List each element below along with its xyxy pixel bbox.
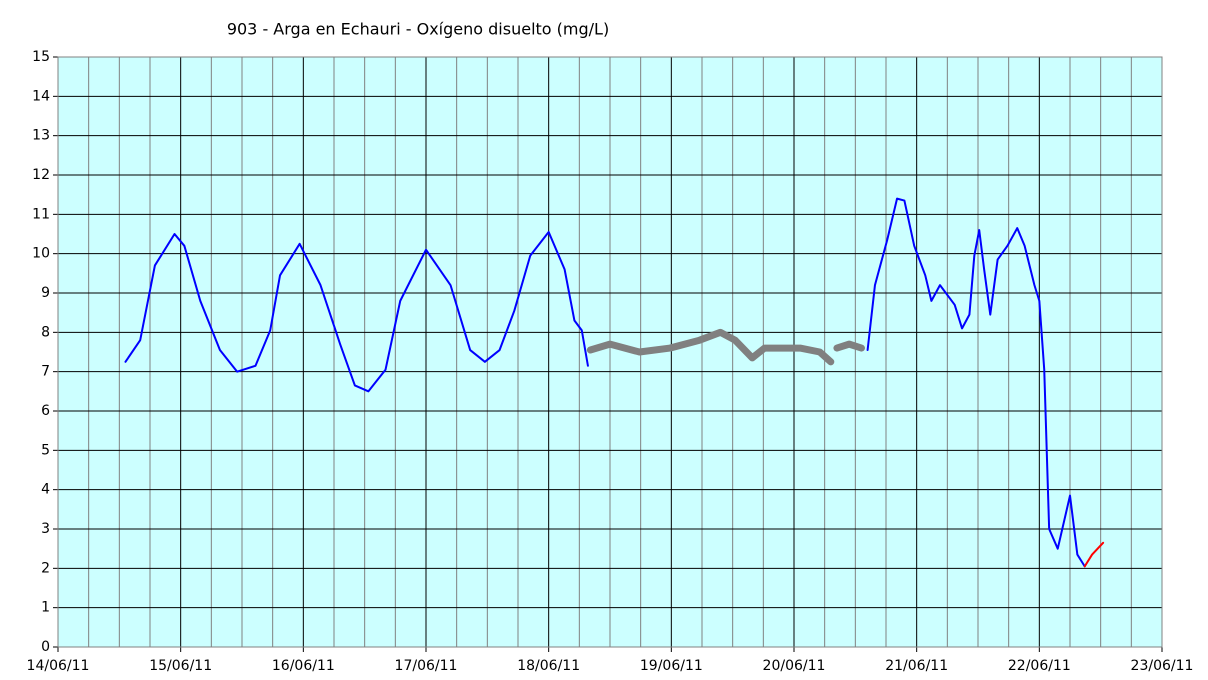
- x-tick-label: 15/06/11: [149, 658, 212, 674]
- x-tick-label: 14/06/11: [27, 658, 90, 674]
- data-line: [586, 328, 865, 366]
- plot-border: [57, 56, 1163, 648]
- y-tick-label: 15: [32, 49, 50, 65]
- x-tick-label: 19/06/11: [640, 658, 703, 674]
- x-tick-label: 20/06/11: [763, 658, 826, 674]
- x-tick-label: 21/06/11: [885, 658, 948, 674]
- y-tick-label: 10: [32, 246, 50, 262]
- y-tick-label: 6: [41, 403, 50, 419]
- x-tick-label: 17/06/11: [395, 658, 458, 674]
- y-tick-label: 12: [32, 167, 50, 183]
- chart-title: 903 - Arga en Echauri - Oxígeno disuelto…: [227, 20, 609, 39]
- x-tick-label: 16/06/11: [272, 658, 335, 674]
- y-tick-label: 4: [41, 482, 50, 498]
- y-tick-label: 2: [41, 560, 50, 576]
- x-tick-label: 18/06/11: [517, 658, 580, 674]
- x-tick-label: 23/06/11: [1131, 658, 1194, 674]
- y-tick-label: 14: [32, 88, 50, 104]
- x-tick-label: 22/06/11: [1008, 658, 1071, 674]
- y-tick-label: 7: [41, 364, 50, 380]
- data-line: [1083, 541, 1105, 568]
- data-line: [124, 197, 1086, 568]
- y-tick-label: 11: [32, 206, 50, 222]
- y-tick-label: 8: [41, 324, 50, 340]
- y-tick-label: 13: [32, 128, 50, 144]
- y-tick-label: 3: [41, 521, 50, 537]
- y-tick-label: 0: [41, 639, 50, 655]
- y-tick-label: 5: [41, 442, 50, 458]
- y-tick-label: 9: [41, 285, 50, 301]
- y-tick-label: 1: [41, 600, 50, 616]
